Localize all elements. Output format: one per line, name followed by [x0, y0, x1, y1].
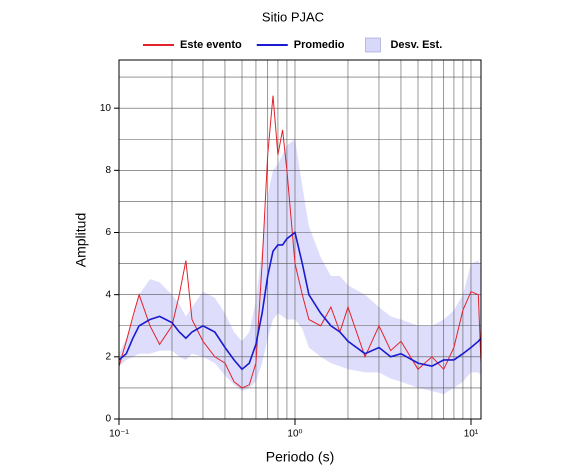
chart-title: Sitio PJAC [262, 9, 324, 24]
y-tick-label: 0 [105, 414, 111, 425]
x-tick-label: 10⁰ [287, 429, 302, 440]
y-tick-label: 6 [105, 227, 111, 238]
x-axis-label: Periodo (s) [266, 449, 334, 465]
std-band [119, 139, 481, 395]
legend-label: Este evento [180, 39, 242, 51]
x-tick-label: 10⁻¹ [109, 429, 129, 440]
y-tick-label: 4 [105, 289, 111, 300]
series-line [118, 95, 482, 389]
y-tick-label: 8 [105, 165, 111, 176]
y-axis-label: Amplitud [73, 213, 89, 267]
series-line [118, 231, 482, 371]
plot-frame [118, 59, 482, 420]
y-tick-label: 10 [100, 103, 112, 114]
legend-label: Promedio [294, 39, 345, 51]
legend-label: Desv. Est. [390, 39, 442, 51]
legend-swatch [365, 37, 381, 53]
y-tick-label: 2 [105, 351, 111, 362]
x-tick-label: 10¹ [464, 429, 479, 440]
